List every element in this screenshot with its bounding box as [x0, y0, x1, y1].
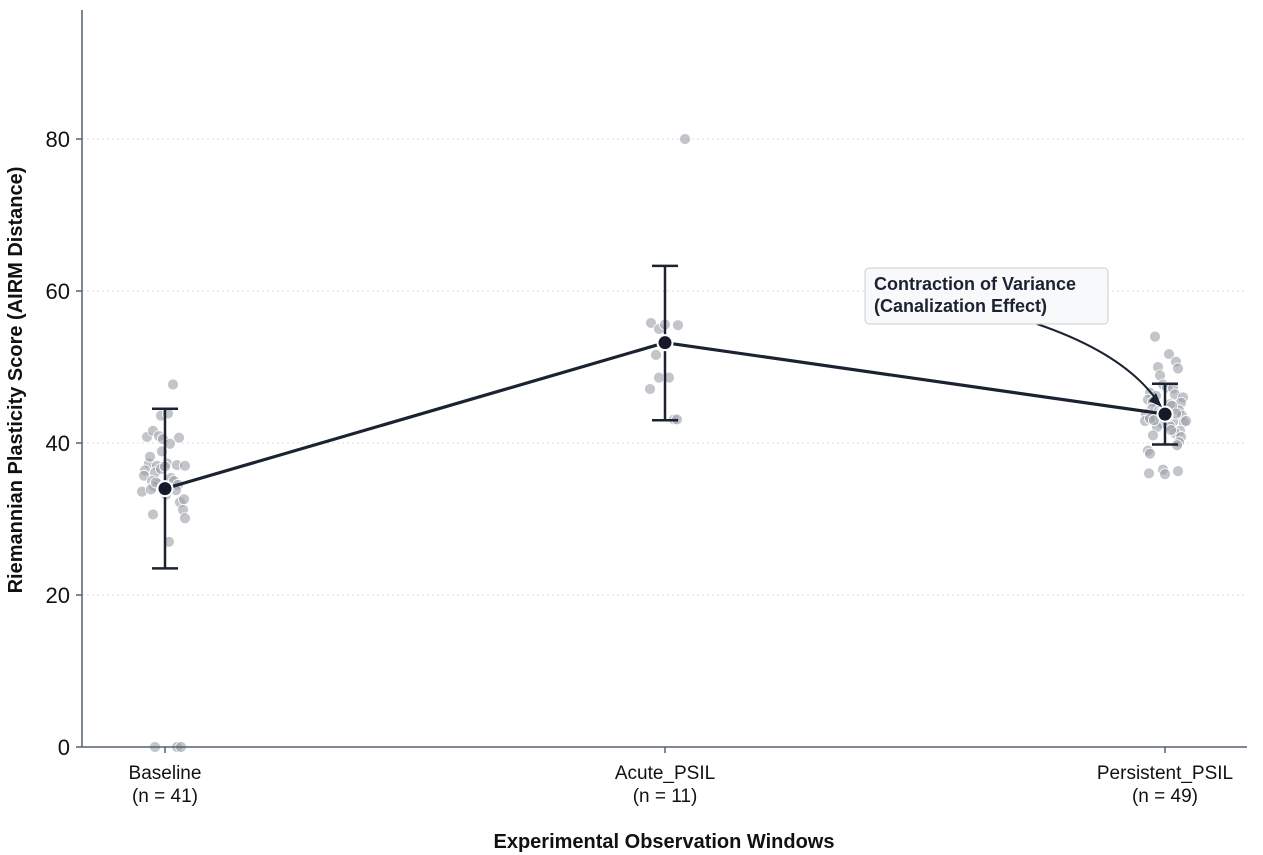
- data-point-2-1: [1163, 348, 1175, 360]
- annotation-arrowhead: [1149, 393, 1162, 408]
- annotation-text-line-0: Contraction of Variance: [874, 274, 1076, 294]
- x-tick-n-label-0: (n = 41): [132, 786, 198, 807]
- y-axis-title: Riemannian Plasticity Score (AIRM Distan…: [5, 167, 27, 594]
- data-point-0-33: [147, 508, 159, 521]
- annotation-box: [864, 267, 1109, 325]
- data-point-0-5: [173, 431, 185, 444]
- data-point-2-41: [1143, 467, 1155, 480]
- data-point-0-14: [179, 459, 191, 472]
- annotation: Contraction of Variance(Canalization Eff…: [864, 267, 1162, 408]
- data-point-2-40: [1159, 468, 1171, 481]
- data-point-2-28: [1180, 415, 1192, 427]
- data-point-0-8: [167, 378, 179, 391]
- data-point-2-0: [1149, 330, 1161, 343]
- annotation-text-line-1: (Canalization Effect): [874, 296, 1047, 316]
- x-tick-label-2: Persistent_PSIL: [1097, 763, 1233, 784]
- x-axis-title: Experimental Observation Windows: [493, 831, 834, 853]
- data-point-1-6: [653, 371, 665, 384]
- data-point-2-32: [1147, 429, 1159, 442]
- y-tick-label-60: 60: [46, 279, 70, 304]
- y-tick-label-20: 20: [46, 583, 70, 608]
- x-tick-label-1: Acute_PSIL: [615, 763, 715, 784]
- data-point-1-4: [672, 319, 684, 332]
- data-point-2-37: [1144, 447, 1156, 460]
- y-tick-label-40: 40: [46, 431, 70, 456]
- x-tick-n-label-1: (n = 11): [633, 786, 698, 807]
- mean-marker-2: [1156, 405, 1174, 423]
- data-point-0-32: [179, 512, 191, 525]
- x-tick-n-label-2: (n = 49): [1132, 786, 1198, 807]
- annotation-arrow: [1036, 323, 1161, 406]
- data-point-1-1: [645, 317, 657, 329]
- data-point-0-37: [144, 450, 156, 463]
- mean-marker-1: [656, 334, 674, 352]
- mean-marker-0: [156, 480, 174, 498]
- data-point-1-5: [650, 348, 662, 361]
- data-point-0-30: [178, 493, 190, 506]
- data-point-2-48: [1165, 424, 1177, 436]
- data-point-1-8: [644, 383, 656, 395]
- data-point-2-42: [1172, 465, 1184, 478]
- data-point-1-0: [679, 133, 691, 145]
- y-tick-label-80: 80: [46, 127, 70, 152]
- x-tick-label-0: Baseline: [129, 763, 202, 784]
- mean-line-series: [152, 264, 1178, 570]
- y-tick-label-0: 0: [58, 735, 70, 760]
- data-point-2-4: [1172, 362, 1184, 375]
